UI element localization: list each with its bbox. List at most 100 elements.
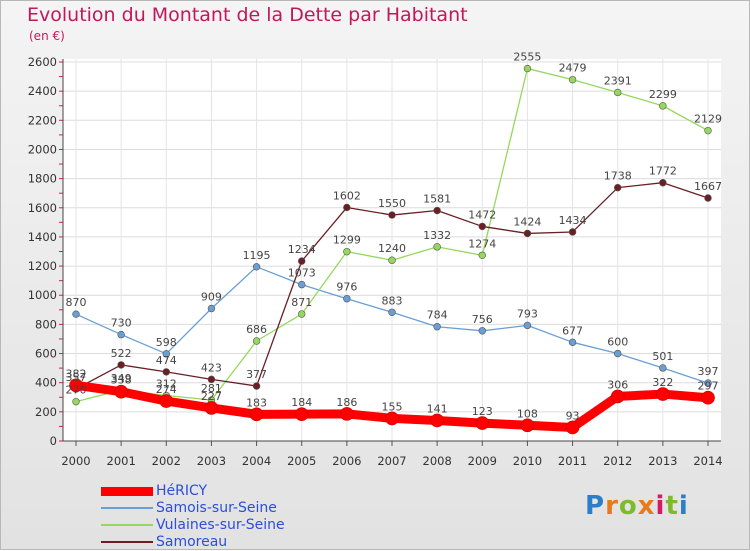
x-tick-label: 2000 bbox=[61, 454, 90, 468]
data-label: 338 bbox=[111, 374, 132, 387]
series-point-2 bbox=[659, 102, 667, 110]
data-label: 1195 bbox=[243, 249, 271, 262]
data-label: 1234 bbox=[288, 243, 316, 256]
series-point-0 bbox=[294, 407, 309, 421]
y-tick-label: 400 bbox=[35, 376, 57, 390]
series-point-0 bbox=[656, 387, 670, 401]
series-point-2 bbox=[343, 247, 351, 256]
series-point-2 bbox=[388, 256, 396, 264]
y-tick-label: 2600 bbox=[28, 55, 57, 69]
y-tick-label: 1400 bbox=[28, 230, 57, 244]
series-point-0 bbox=[204, 401, 219, 415]
data-label: 1550 bbox=[378, 197, 406, 210]
data-label: 227 bbox=[201, 390, 222, 403]
legend-swatch bbox=[101, 524, 153, 526]
data-label: 183 bbox=[246, 396, 267, 409]
x-tick-label: 2007 bbox=[377, 454, 406, 468]
series-point-1 bbox=[433, 323, 441, 331]
y-tick-label: 0 bbox=[50, 434, 57, 448]
data-label: 501 bbox=[652, 350, 673, 363]
data-label: 322 bbox=[652, 376, 673, 389]
data-label: 976 bbox=[336, 281, 357, 294]
series-point-3 bbox=[659, 178, 667, 187]
chart-subtitle: (en €) bbox=[29, 29, 65, 43]
series-point-3 bbox=[117, 361, 125, 369]
y-tick-label: 2000 bbox=[28, 142, 57, 156]
series-point-3 bbox=[388, 211, 396, 219]
y-tick-label: 1800 bbox=[28, 172, 57, 186]
data-label: 598 bbox=[156, 336, 177, 349]
series-point-0 bbox=[520, 418, 535, 433]
series-point-3 bbox=[162, 368, 170, 376]
line-chart: 0 200 400 600 800 1000 1200 1400 1600 1800 2000 220… bbox=[28, 51, 723, 468]
series-point-1 bbox=[388, 308, 396, 316]
series-point-2 bbox=[72, 397, 80, 406]
data-label: 677 bbox=[562, 324, 583, 337]
data-label: 1772 bbox=[649, 165, 677, 178]
series-point-0 bbox=[610, 389, 625, 404]
data-label: 1424 bbox=[513, 215, 541, 228]
series-point-1 bbox=[614, 349, 622, 358]
data-label: 2299 bbox=[649, 88, 677, 101]
series-point-0 bbox=[114, 384, 128, 399]
series-point-3 bbox=[704, 194, 712, 202]
x-tick-label: 2006 bbox=[332, 454, 361, 468]
legend-label: Samois-sur-Seine bbox=[156, 500, 277, 516]
data-label: 793 bbox=[517, 307, 538, 320]
y-tick-label: 2200 bbox=[28, 113, 57, 127]
data-label: 883 bbox=[382, 294, 403, 307]
series-point-1 bbox=[252, 263, 261, 271]
series-point-0 bbox=[385, 411, 399, 426]
data-label: 2479 bbox=[559, 62, 587, 75]
y-tick-label: 1000 bbox=[28, 288, 57, 302]
data-label: 186 bbox=[336, 396, 357, 409]
series-point-1 bbox=[207, 304, 216, 313]
data-label: 357 bbox=[66, 371, 87, 384]
legend-swatch bbox=[101, 541, 153, 543]
series-point-0 bbox=[340, 407, 354, 421]
legend-swatch bbox=[101, 486, 153, 496]
series-point-1 bbox=[162, 350, 170, 358]
series-point-0 bbox=[565, 420, 580, 435]
data-label: 397 bbox=[698, 365, 719, 378]
data-label: 274 bbox=[156, 383, 177, 396]
x-tick-label: 2004 bbox=[242, 454, 271, 468]
series-point-3 bbox=[478, 222, 486, 231]
data-label: 281 bbox=[201, 382, 222, 395]
y-tick-label: 1600 bbox=[28, 201, 57, 215]
data-label: 730 bbox=[111, 317, 132, 330]
x-tick-label: 2012 bbox=[603, 454, 632, 468]
chart-title: Evolution du Montant de la Dette par Hab… bbox=[27, 4, 468, 26]
x-tick-label: 2013 bbox=[648, 454, 677, 468]
data-label: 108 bbox=[517, 407, 538, 420]
series-point-2 bbox=[704, 126, 712, 135]
series-point-1 bbox=[343, 295, 351, 303]
data-label: 2555 bbox=[513, 51, 541, 64]
series-point-3 bbox=[207, 375, 216, 384]
y-tick-label: 200 bbox=[35, 405, 57, 419]
series-point-3 bbox=[298, 257, 306, 265]
x-tick-label: 2001 bbox=[107, 454, 136, 468]
proxiti-logo: Proxiti bbox=[585, 491, 689, 521]
data-label: 522 bbox=[111, 347, 132, 360]
legend-label: Samoreau bbox=[156, 534, 228, 550]
data-label: 1738 bbox=[604, 170, 632, 183]
series-point-3 bbox=[568, 228, 577, 236]
y-tick-label: 1200 bbox=[28, 259, 57, 273]
data-label: 600 bbox=[607, 336, 628, 349]
series-point-1 bbox=[568, 338, 577, 347]
data-label: 155 bbox=[382, 400, 403, 413]
legend-label: Vulaines-sur-Seine bbox=[156, 517, 285, 533]
series-point-0 bbox=[475, 416, 490, 430]
data-label: 423 bbox=[201, 361, 222, 374]
series-point-3 bbox=[252, 382, 261, 390]
data-label: 1667 bbox=[694, 180, 722, 193]
series-point-1 bbox=[298, 280, 306, 289]
series-point-1 bbox=[117, 330, 125, 339]
data-label: 756 bbox=[472, 313, 493, 326]
series-point-1 bbox=[659, 364, 667, 372]
x-tick-label: 2005 bbox=[287, 454, 316, 468]
series-point-0 bbox=[701, 390, 715, 405]
data-label: 297 bbox=[698, 380, 719, 393]
